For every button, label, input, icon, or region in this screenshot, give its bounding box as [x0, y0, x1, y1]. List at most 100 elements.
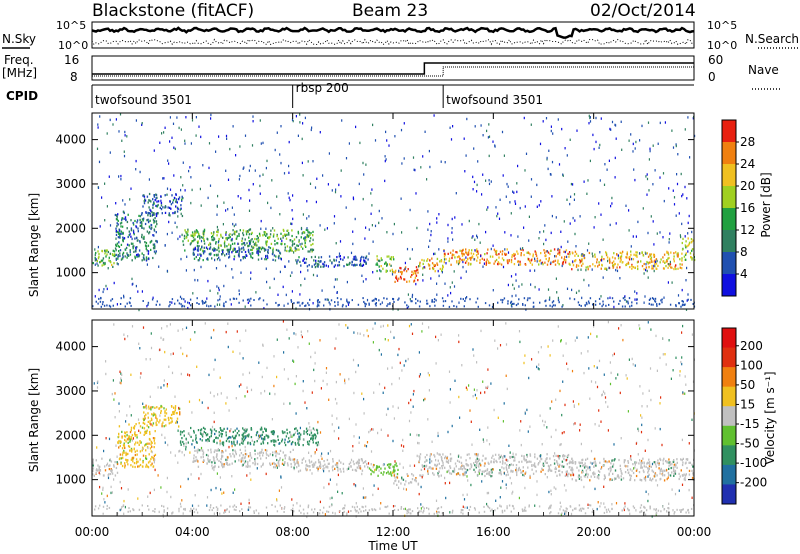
heatmap-cell	[644, 477, 646, 480]
heatmap-cell	[592, 255, 594, 258]
heatmap-cell	[476, 236, 478, 239]
heatmap-cell	[124, 217, 126, 220]
heatmap-cell	[666, 461, 668, 464]
heatmap-cell	[533, 464, 535, 467]
heatmap-cell	[336, 291, 338, 294]
heatmap-cell	[490, 247, 492, 251]
heatmap-cell	[213, 394, 215, 398]
heatmap-cell	[691, 249, 693, 252]
heatmap-cell	[297, 244, 299, 247]
heatmap-cell	[634, 178, 636, 182]
heatmap-cell	[155, 220, 157, 223]
heatmap-cell	[154, 413, 157, 416]
heatmap-cell	[189, 451, 191, 454]
heatmap-cell	[687, 221, 689, 225]
heatmap-cell	[308, 443, 310, 446]
heatmap-cell	[99, 115, 101, 118]
heatmap-cell	[159, 419, 161, 422]
heatmap-cell	[441, 457, 443, 460]
heatmap-cell	[529, 453, 531, 456]
heatmap-cell	[675, 356, 677, 359]
heatmap-cell	[301, 242, 303, 245]
heatmap-cell	[271, 179, 273, 182]
heatmap-cell	[113, 250, 116, 253]
heatmap-cell	[449, 251, 452, 254]
heatmap-cell	[557, 299, 560, 302]
heatmap-cell	[238, 301, 240, 304]
heatmap-cell	[515, 467, 517, 470]
heatmap-cell	[369, 429, 371, 432]
heatmap-cell	[231, 442, 233, 445]
heatmap-cell	[259, 174, 261, 178]
heatmap-cell	[148, 199, 150, 202]
heatmap-cell	[467, 253, 469, 256]
heatmap-cell	[226, 238, 228, 241]
heatmap-cell	[482, 438, 484, 441]
heatmap-cell	[628, 209, 630, 212]
heatmap-cell	[112, 304, 114, 307]
heatmap-cell	[311, 126, 313, 129]
heatmap-cell	[144, 415, 146, 418]
heatmap-cell	[324, 463, 326, 466]
heatmap-cell	[572, 183, 574, 186]
heatmap-cell	[97, 250, 99, 253]
heatmap-cell	[546, 453, 548, 456]
heatmap-cell	[543, 464, 545, 467]
heatmap-cell	[332, 465, 334, 468]
heatmap-cell	[429, 461, 431, 464]
heatmap-cell	[380, 471, 382, 474]
heatmap-cell	[124, 462, 126, 465]
heatmap-cell	[564, 512, 566, 515]
heatmap-cell	[579, 423, 581, 426]
heatmap-cell	[692, 303, 694, 305]
heatmap-cell	[368, 303, 370, 306]
heatmap-cell	[114, 474, 117, 477]
heatmap-cell	[409, 433, 411, 436]
heatmap-cell	[205, 246, 208, 249]
heatmap-cell	[218, 244, 220, 247]
heatmap-cell	[408, 482, 410, 485]
heatmap-cell	[630, 250, 632, 253]
heatmap-cell	[547, 251, 550, 254]
heatmap-cell	[606, 256, 609, 259]
heatmap-cell	[458, 261, 460, 265]
heatmap-cell	[312, 438, 314, 441]
heatmap-cell	[675, 144, 677, 148]
heatmap-cell	[422, 155, 424, 158]
heatmap-cell	[574, 254, 576, 257]
heatmap-cell	[232, 229, 234, 232]
heatmap-cell	[139, 450, 142, 453]
heatmap-cell	[372, 271, 374, 274]
heatmap-cell	[570, 182, 572, 186]
heatmap-cell	[549, 173, 551, 176]
heatmap-cell	[536, 365, 538, 369]
heatmap-cell	[554, 471, 557, 474]
heatmap-cell	[612, 266, 614, 269]
heatmap-cell	[332, 460, 334, 463]
heatmap-cell	[179, 295, 182, 299]
heatmap-cell	[112, 249, 114, 252]
heatmap-cell	[177, 429, 179, 432]
heatmap-cell	[287, 192, 289, 195]
heatmap-cell	[691, 248, 694, 251]
heatmap-cell	[304, 277, 306, 280]
heatmap-cell	[183, 298, 185, 301]
heatmap-cell	[189, 166, 191, 169]
heatmap-cell	[550, 493, 552, 496]
heatmap-cell	[210, 435, 212, 438]
heatmap-cell	[629, 256, 631, 259]
heatmap-cell	[633, 467, 635, 470]
heatmap-cell	[640, 466, 642, 469]
heatmap-cell	[261, 448, 263, 451]
heatmap-cell	[681, 356, 683, 359]
heatmap-cell	[495, 206, 497, 209]
heatmap-cell	[652, 298, 655, 301]
heatmap-cell	[109, 458, 111, 461]
heatmap-cell	[103, 304, 106, 307]
heatmap-cell	[144, 222, 147, 226]
heatmap-cell	[643, 465, 645, 468]
heatmap-cell	[124, 305, 126, 308]
heatmap-cell	[274, 444, 276, 447]
heatmap-cell	[575, 265, 578, 268]
heatmap-cell	[491, 305, 494, 308]
